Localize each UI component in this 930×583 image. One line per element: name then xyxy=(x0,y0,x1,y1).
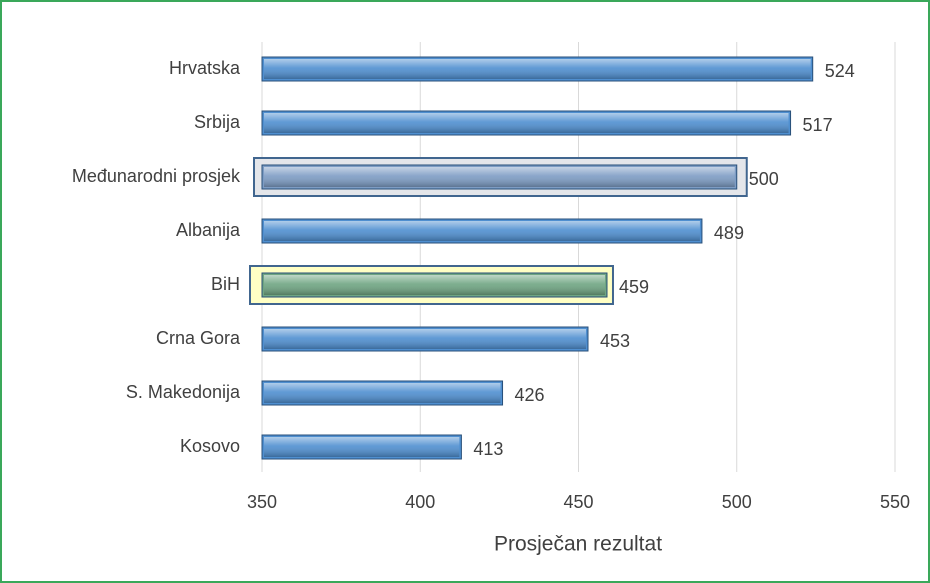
value-label: 489 xyxy=(714,223,744,243)
value-label: 517 xyxy=(803,115,833,135)
y-tick-label: Međunarodni prosjek xyxy=(72,166,241,186)
bar-shine xyxy=(264,275,605,295)
bar-shine xyxy=(264,113,789,133)
x-tick-label: 350 xyxy=(247,492,277,512)
bar-shine xyxy=(264,167,735,187)
y-tick-label: Hrvatska xyxy=(169,58,241,78)
value-label: 413 xyxy=(473,439,503,459)
value-label: 426 xyxy=(515,385,545,405)
x-tick-label: 500 xyxy=(722,492,752,512)
y-tick-label: BiH xyxy=(211,274,240,294)
y-tick-label: Crna Gora xyxy=(156,328,241,348)
bar-shine xyxy=(264,437,460,457)
y-tick-label: Kosovo xyxy=(180,436,240,456)
bar-shine xyxy=(264,329,586,349)
y-tick-label: Albanija xyxy=(176,220,241,240)
value-label: 453 xyxy=(600,331,630,351)
bar-shine xyxy=(264,221,700,241)
value-label: 459 xyxy=(619,277,649,297)
bar-shine xyxy=(264,383,501,403)
y-tick-label: Srbija xyxy=(194,112,241,132)
bar-shine xyxy=(264,59,811,79)
x-tick-label: 550 xyxy=(880,492,910,512)
x-tick-label: 450 xyxy=(563,492,593,512)
y-tick-label: S. Makedonija xyxy=(126,382,241,402)
x-tick-label: 400 xyxy=(405,492,435,512)
value-label: 524 xyxy=(825,61,855,81)
x-axis-title: Prosječan rezultat xyxy=(494,533,662,556)
value-label: 500 xyxy=(749,169,779,189)
